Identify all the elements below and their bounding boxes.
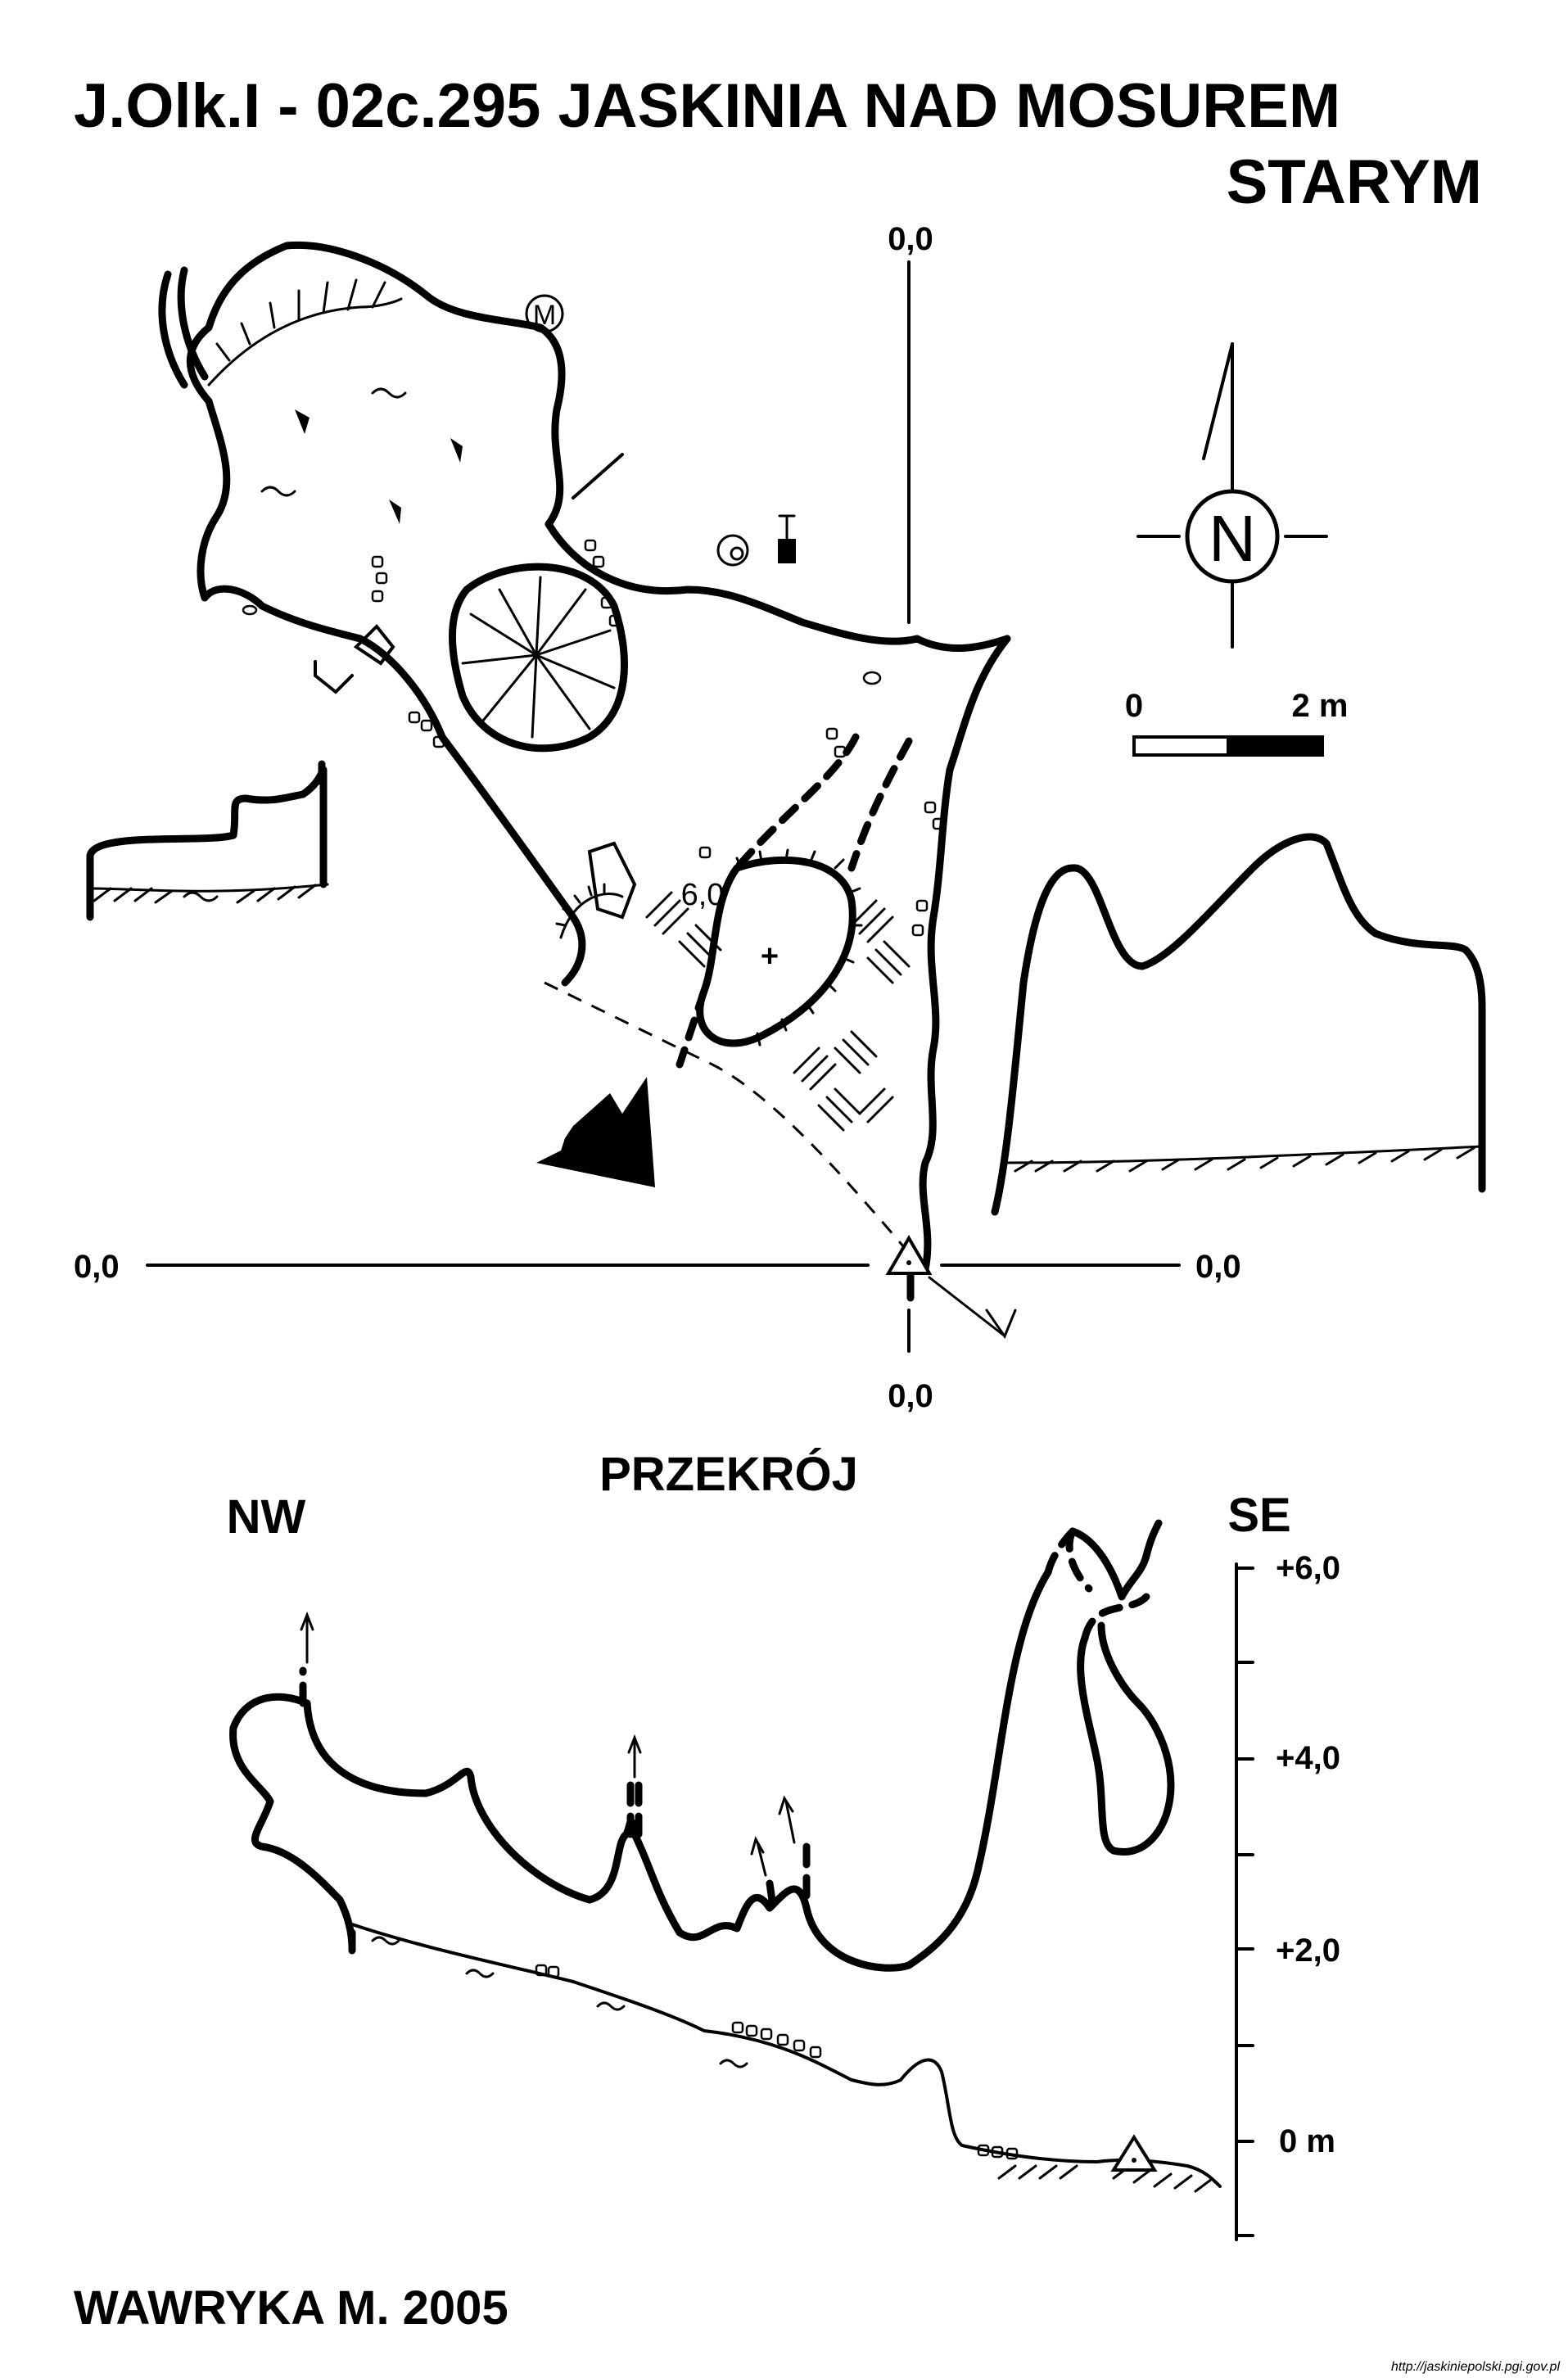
section-ceiling: [303, 1568, 1052, 1972]
plan-stub-left-2: [177, 266, 209, 381]
plan-rubble: [242, 539, 945, 937]
plan-chimney-dashed-2: [847, 737, 913, 872]
section-left-wall: [229, 1693, 356, 1953]
scale-start: 0: [1125, 688, 1143, 724]
plan-outline-east: [919, 635, 1011, 1273]
survey-point-symbol: [885, 1235, 933, 1302]
section-dir-nw: NW: [227, 1490, 306, 1544]
plan-outline-main: [186, 241, 1011, 652]
depth-label: 6,0: [681, 878, 725, 912]
plan-slope-marks: [295, 409, 463, 524]
plus-mark: +: [761, 939, 779, 974]
plan-ledge-ticks: [555, 883, 606, 927]
plan-overhang: [207, 297, 403, 387]
monument-symbol: M: [525, 294, 564, 333]
plan-dome: [449, 563, 628, 753]
section-ceiling-right: [1069, 1519, 1163, 1601]
section-dash-mid-4: [766, 1879, 778, 1916]
plan-direction-arrow: [314, 660, 354, 694]
section-scale-axis: +6,0 +4,0 +2,0 0 m: [1235, 1550, 1340, 2241]
north-label: N: [1209, 502, 1256, 575]
section-floor-hatch: [997, 2164, 1213, 2193]
origin-arrow-line: [928, 1276, 1005, 1336]
plan-floor-hatch: [645, 891, 911, 1132]
plan-wave-marks: [260, 387, 407, 497]
scale-tick-4: +4,0: [1276, 1740, 1340, 1776]
entrance-arrow-symbol: [536, 1077, 655, 1187]
section-chimney-dash: [1081, 1593, 1150, 1642]
section-chimney-dash-2: [1065, 1527, 1093, 1593]
section-dir-se: SE: [1227, 1489, 1290, 1542]
scale-bar: 0 2 m: [1125, 688, 1349, 757]
section-chimney: [1077, 1621, 1175, 1856]
scale-tick-0: 0 m: [1279, 2123, 1335, 2159]
plan-short-tick: [572, 453, 624, 500]
plan-outline-west: [197, 397, 586, 987]
scale-tick-2: +2,0: [1276, 1933, 1340, 1969]
section-up-arrows: [300, 1611, 796, 1877]
scale-end: 2 m: [1292, 688, 1349, 724]
section-wave-marks: [371, 1936, 748, 2068]
plan-overhang-hatch: [215, 278, 386, 362]
plan-profile-right: [991, 833, 1486, 1216]
svg-text:M: M: [533, 300, 556, 331]
title-line-2: STARYM: [1227, 147, 1482, 217]
coord-left: 0,0: [74, 1249, 120, 1285]
bat-marker-symbol: [778, 514, 796, 563]
coord-top: 0,0: [888, 221, 933, 257]
plan-chimney-dashed-3: [676, 987, 708, 1069]
source-url: http://jaskiniepolski.pgi.gov.pl: [1391, 2360, 1560, 2374]
section-view: +6,0 +4,0 +2,0 0 m: [229, 1519, 1340, 2241]
snail-symbol: [716, 534, 749, 567]
plan-chimney-dashed: [733, 733, 860, 872]
plan-view: M: [74, 221, 1486, 1414]
plan-survey-line: [544, 981, 911, 1254]
coord-right: 0,0: [1195, 1249, 1241, 1285]
title-line-1: J.Olk.I - 02c.295 JASKINIA NAD MOSUREM: [74, 71, 1340, 141]
scale-tick-6: +6,0: [1276, 1550, 1340, 1586]
section-rubble: [535, 1964, 1019, 2160]
plan-boulders: [353, 624, 637, 920]
plan-profile-left: [86, 749, 329, 921]
section-title: PRZEKRÓJ: [599, 1448, 858, 1501]
section-survey-point: [1110, 2134, 1158, 2172]
author-line: WAWRYKA M. 2005: [74, 2281, 508, 2335]
north-arrow: N: [1136, 342, 1328, 649]
origin-arrow-head: [985, 1309, 1017, 1340]
plan-stub-left-1: [158, 270, 188, 389]
coord-bottom: 0,0: [888, 1378, 933, 1414]
section-floor: [350, 1923, 1222, 2188]
